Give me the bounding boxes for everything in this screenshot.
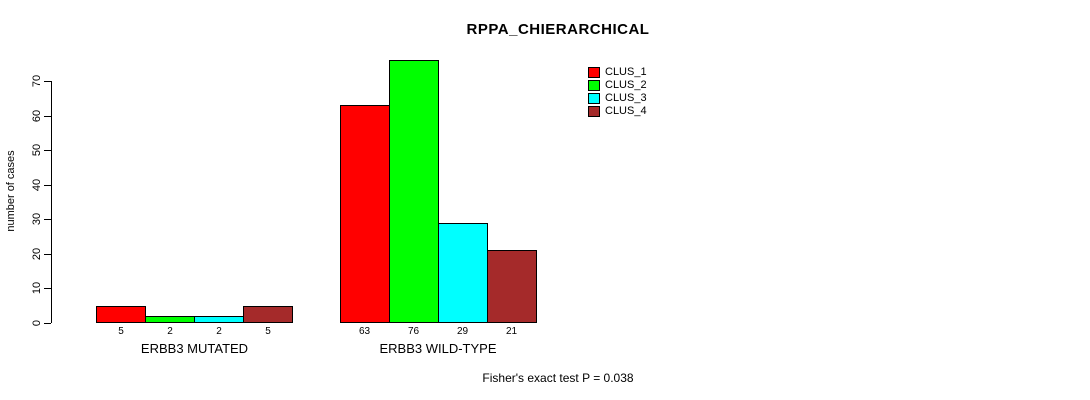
category-label: ERBB3 MUTATED <box>140 341 249 356</box>
y-axis-tick-label: 0 <box>31 319 43 327</box>
bar-value-label: 5 <box>265 326 271 337</box>
legend-swatch-icon <box>588 67 600 78</box>
bar-value-label: 76 <box>407 326 420 337</box>
y-axis-tick <box>44 219 51 221</box>
legend: CLUS_1 CLUS_2 CLUS_3 CLUS_4 <box>588 66 647 118</box>
legend-label: CLUS_4 <box>605 105 647 117</box>
legend-swatch-icon <box>588 80 600 91</box>
y-axis-line <box>51 81 52 323</box>
bar-clus_4-wildtype <box>486 250 537 323</box>
bar-value-label: 2 <box>167 326 173 337</box>
bar-clus_3-wildtype <box>437 222 488 323</box>
y-axis-tick-label: 10 <box>31 282 43 295</box>
y-axis-tick <box>44 150 51 152</box>
category-label: ERBB3 WILD-TYPE <box>379 341 497 356</box>
legend-item-clus_3: CLUS_3 <box>588 92 647 105</box>
y-axis-tick <box>44 323 51 324</box>
legend-label: CLUS_1 <box>605 66 647 78</box>
legend-swatch-icon <box>588 106 600 117</box>
bar-value-label: 2 <box>216 326 222 337</box>
bar-clus_1-wildtype <box>339 105 390 323</box>
bar-value-label: 5 <box>118 326 124 337</box>
legend-label: CLUS_2 <box>605 79 647 91</box>
y-axis-tick <box>44 288 51 290</box>
chart-title: RPPA_CHIERARCHICAL <box>466 21 650 38</box>
bar-value-label: 63 <box>358 326 371 337</box>
legend-swatch-icon <box>588 93 600 104</box>
bar-clus_2-mutated <box>145 316 195 323</box>
y-axis-tick-label: 30 <box>31 213 43 226</box>
bar-value-label: 29 <box>456 326 469 337</box>
legend-item-clus_1: CLUS_1 <box>588 66 647 79</box>
y-axis-tick-label: 60 <box>31 109 43 122</box>
legend-item-clus_2: CLUS_2 <box>588 79 647 92</box>
y-axis-tick <box>44 253 51 255</box>
bar-clus_1-mutated <box>96 305 146 323</box>
y-axis-title: number of cases <box>5 150 17 232</box>
legend-label: CLUS_3 <box>605 92 647 104</box>
bar-value-label: 21 <box>505 326 518 337</box>
y-axis-tick-label: 70 <box>31 74 43 88</box>
y-axis-tick-label: 50 <box>31 144 43 157</box>
footnote-pvalue: Fisher's exact test P = 0.038 <box>482 371 634 385</box>
y-axis-tick <box>44 115 51 117</box>
legend-item-clus_4: CLUS_4 <box>588 105 647 118</box>
y-axis-tick <box>44 81 51 82</box>
bar-clus_4-mutated <box>243 305 293 323</box>
y-axis-tick-label: 20 <box>31 247 43 260</box>
y-axis-tick <box>44 184 51 186</box>
bar-clus_2-wildtype <box>388 60 439 323</box>
y-axis-tick-label: 40 <box>31 178 43 191</box>
bar-clus_3-mutated <box>194 316 244 323</box>
